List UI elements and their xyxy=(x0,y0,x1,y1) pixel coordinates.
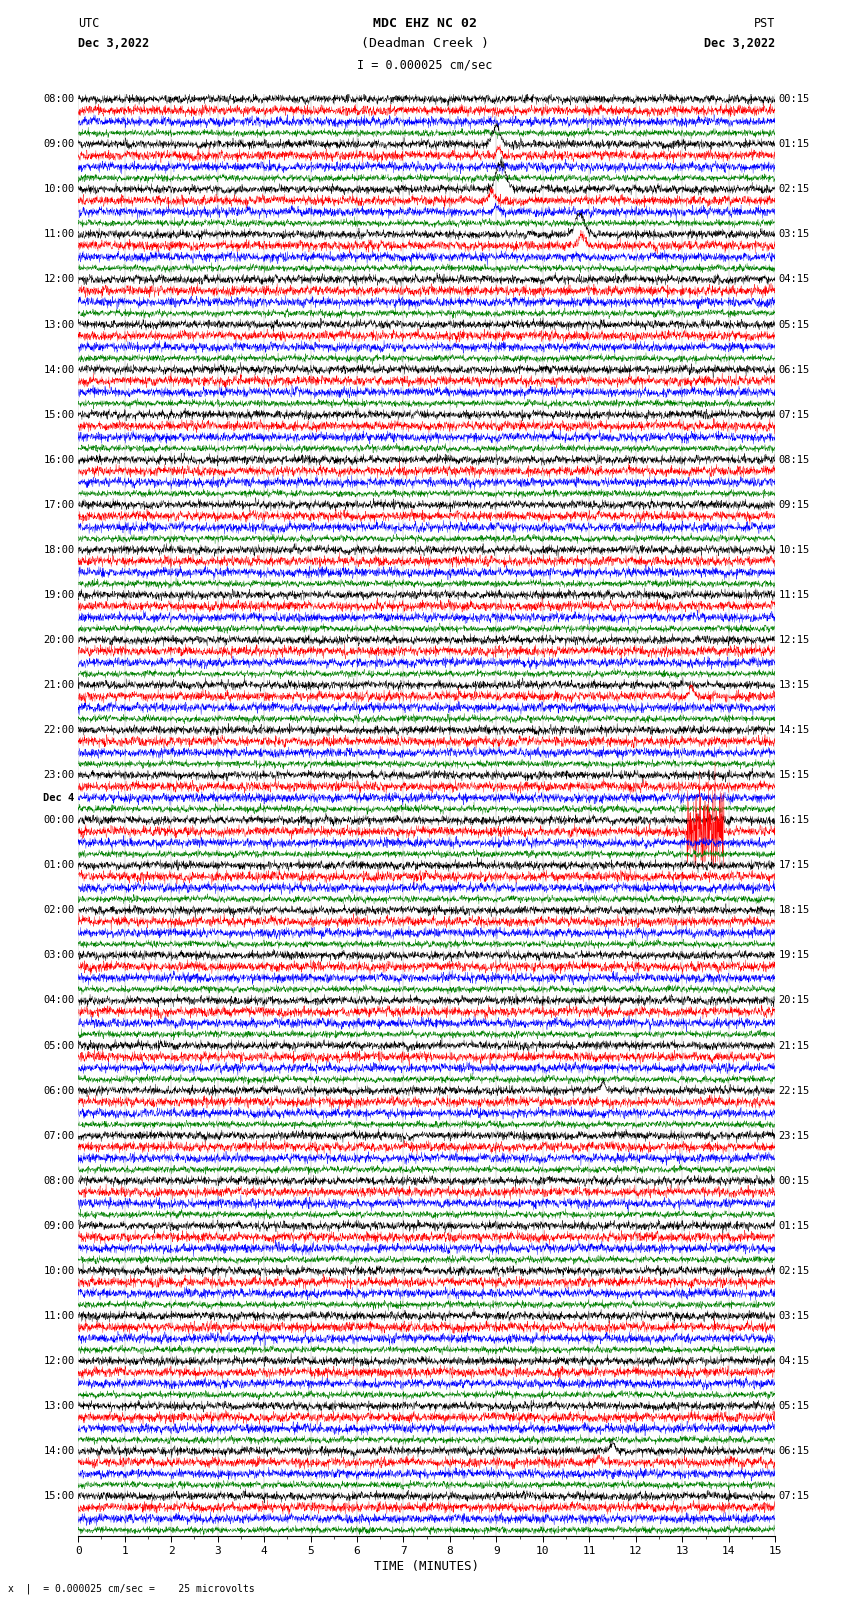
Text: 08:00: 08:00 xyxy=(43,94,75,105)
Text: 16:15: 16:15 xyxy=(779,815,810,826)
Text: 07:15: 07:15 xyxy=(779,1490,810,1502)
Text: 15:00: 15:00 xyxy=(43,410,75,419)
Text: 04:15: 04:15 xyxy=(779,274,810,284)
Text: 13:00: 13:00 xyxy=(43,319,75,329)
Text: 06:00: 06:00 xyxy=(43,1086,75,1095)
Text: 09:00: 09:00 xyxy=(43,139,75,150)
Text: 11:00: 11:00 xyxy=(43,1311,75,1321)
Text: 13:00: 13:00 xyxy=(43,1402,75,1411)
Text: 18:00: 18:00 xyxy=(43,545,75,555)
Text: 11:00: 11:00 xyxy=(43,229,75,239)
Text: 12:15: 12:15 xyxy=(779,636,810,645)
Text: 01:15: 01:15 xyxy=(779,1221,810,1231)
Text: 13:15: 13:15 xyxy=(779,681,810,690)
Text: 00:15: 00:15 xyxy=(779,94,810,105)
Text: (Deadman Creek ): (Deadman Creek ) xyxy=(361,37,489,50)
Text: 03:15: 03:15 xyxy=(779,1311,810,1321)
Text: 07:15: 07:15 xyxy=(779,410,810,419)
Text: 17:00: 17:00 xyxy=(43,500,75,510)
Text: 04:00: 04:00 xyxy=(43,995,75,1005)
Text: 15:00: 15:00 xyxy=(43,1490,75,1502)
Text: Dec 3,2022: Dec 3,2022 xyxy=(78,37,150,50)
Text: 03:00: 03:00 xyxy=(43,950,75,960)
Text: 23:15: 23:15 xyxy=(779,1131,810,1140)
Text: 21:15: 21:15 xyxy=(779,1040,810,1050)
Text: 12:00: 12:00 xyxy=(43,274,75,284)
Text: 00:15: 00:15 xyxy=(779,1176,810,1186)
Text: 06:15: 06:15 xyxy=(779,365,810,374)
Text: 02:15: 02:15 xyxy=(779,184,810,194)
Text: 05:15: 05:15 xyxy=(779,319,810,329)
Text: 18:15: 18:15 xyxy=(779,905,810,915)
Text: 05:00: 05:00 xyxy=(43,1040,75,1050)
X-axis label: TIME (MINUTES): TIME (MINUTES) xyxy=(374,1560,479,1573)
Text: 08:15: 08:15 xyxy=(779,455,810,465)
Text: 00:00: 00:00 xyxy=(43,815,75,826)
Text: 16:00: 16:00 xyxy=(43,455,75,465)
Text: 11:15: 11:15 xyxy=(779,590,810,600)
Text: 21:00: 21:00 xyxy=(43,681,75,690)
Text: 23:00: 23:00 xyxy=(43,769,75,781)
Text: 14:00: 14:00 xyxy=(43,1447,75,1457)
Text: 19:15: 19:15 xyxy=(779,950,810,960)
Text: 08:00: 08:00 xyxy=(43,1176,75,1186)
Text: PST: PST xyxy=(754,16,775,29)
Text: 03:15: 03:15 xyxy=(779,229,810,239)
Text: 01:00: 01:00 xyxy=(43,860,75,871)
Text: Dec 4: Dec 4 xyxy=(43,792,75,803)
Text: 04:15: 04:15 xyxy=(779,1357,810,1366)
Text: 14:15: 14:15 xyxy=(779,726,810,736)
Text: UTC: UTC xyxy=(78,16,99,29)
Text: 10:00: 10:00 xyxy=(43,1266,75,1276)
Text: 14:00: 14:00 xyxy=(43,365,75,374)
Text: 09:15: 09:15 xyxy=(779,500,810,510)
Text: MDC EHZ NC 02: MDC EHZ NC 02 xyxy=(373,16,477,29)
Text: 19:00: 19:00 xyxy=(43,590,75,600)
Text: I = 0.000025 cm/sec: I = 0.000025 cm/sec xyxy=(357,58,493,71)
Text: 10:15: 10:15 xyxy=(779,545,810,555)
Text: 02:15: 02:15 xyxy=(779,1266,810,1276)
Text: 12:00: 12:00 xyxy=(43,1357,75,1366)
Text: 06:15: 06:15 xyxy=(779,1447,810,1457)
Text: 10:00: 10:00 xyxy=(43,184,75,194)
Text: 20:15: 20:15 xyxy=(779,995,810,1005)
Text: Dec 3,2022: Dec 3,2022 xyxy=(704,37,775,50)
Text: 22:00: 22:00 xyxy=(43,726,75,736)
Text: x  |  = 0.000025 cm/sec =    25 microvolts: x | = 0.000025 cm/sec = 25 microvolts xyxy=(8,1582,255,1594)
Text: 22:15: 22:15 xyxy=(779,1086,810,1095)
Text: 05:15: 05:15 xyxy=(779,1402,810,1411)
Text: 20:00: 20:00 xyxy=(43,636,75,645)
Text: 02:00: 02:00 xyxy=(43,905,75,915)
Text: 09:00: 09:00 xyxy=(43,1221,75,1231)
Text: 17:15: 17:15 xyxy=(779,860,810,871)
Text: 15:15: 15:15 xyxy=(779,769,810,781)
Text: 01:15: 01:15 xyxy=(779,139,810,150)
Text: 07:00: 07:00 xyxy=(43,1131,75,1140)
